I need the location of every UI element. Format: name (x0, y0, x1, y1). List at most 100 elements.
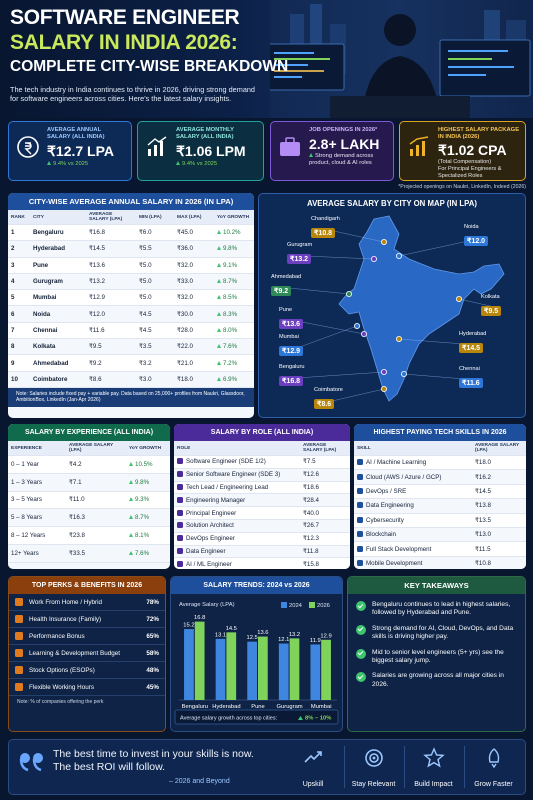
footer-item: Stay Relevant (344, 746, 402, 788)
data-label: 13.1 (215, 632, 226, 638)
table-cell: ₹45.0 (174, 229, 214, 236)
footer-icon (422, 747, 445, 768)
footer-label: Stay Relevant (351, 781, 396, 788)
table-cell: Tech Lead / Engineering Lead (174, 483, 300, 491)
cell-text: Chennai (33, 326, 58, 334)
table-cell: ₹18.0 (174, 376, 214, 383)
stat-label: AVERAGE ANNUAL SALARY (ALL INDIA) (47, 127, 105, 140)
perk-icon (15, 632, 23, 640)
city-table: CITY-WISE AVERAGE ANNUAL SALARY IN 2026 … (8, 193, 254, 418)
city-value: ₹10.8 (311, 228, 336, 238)
table-cell: 9 (8, 360, 30, 367)
cell-text: ₹8.6 (89, 375, 102, 383)
table-cell: ₹18.0 (472, 459, 526, 466)
column-header: MIN (LPA) (139, 214, 162, 220)
footer-icon (304, 751, 322, 763)
table-cell: 2 (8, 245, 30, 252)
city-dot (354, 322, 361, 329)
row-icon (177, 496, 183, 503)
table-row: AI / ML Engineer ₹15.8 (174, 558, 350, 569)
cell-text: 7 (11, 326, 15, 334)
cell-text: 6 (11, 310, 15, 318)
table-row: 1 Bengaluru ₹16.8 ₹6.0 ₹45.0 10.2% (8, 225, 254, 242)
perk-value: 48% (146, 666, 159, 674)
cell-text: 0 – 1 Year (11, 460, 39, 468)
table-row: Principal Engineer ₹40.0 (174, 507, 350, 520)
city-value: ₹12.9 (279, 346, 304, 356)
legend-swatch (281, 602, 287, 608)
map-panel: AVERAGE SALARY BY CITY ON MAP (IN LPA) C… (258, 193, 526, 418)
cell-text: ₹18.0 (475, 459, 491, 467)
cell-text: 9 (11, 359, 15, 367)
takeaways-panel: KEY TAKEAWAYS Bengaluru continues to lea… (347, 576, 526, 732)
table-row: Data Engineering ₹13.8 (354, 499, 526, 514)
cell-text: ₹33.5 (69, 549, 85, 557)
takeaway-text: Strong demand for AI, Cloud, DevOps, and… (372, 624, 514, 641)
perk-name: Work From Home / Hybrid (29, 598, 103, 606)
table: ROLE AVERAGE SALARY (LPA) Software Enginee… (174, 441, 350, 569)
trend-panel: SALARY TRENDS: 2024 vs 2026 Average Sala… (170, 576, 343, 732)
perk-name: Performance Bonus (29, 632, 85, 640)
table-cell: 9.3% (126, 496, 170, 503)
table-cell: Solution Architect (174, 522, 300, 529)
data-label: 12.9 (320, 633, 331, 639)
panel-title: HIGHEST PAYING TECH SKILLS IN 2026 (354, 424, 526, 441)
cell-text: 8.3% (223, 310, 238, 318)
table-cell: 6.9% (214, 376, 254, 383)
perk-icon (15, 649, 23, 657)
city-dot (400, 370, 407, 377)
perks-panel: TOP PERKS & BENEFITS IN 2026 Work From H… (8, 576, 166, 732)
cell-text: ₹14.5 (475, 487, 491, 495)
up-arrow (129, 497, 133, 502)
cell-text: ₹12.9 (89, 294, 105, 302)
table-cell: ₹16.2 (472, 474, 526, 481)
table-row: Mobile Development ₹10.8 (354, 556, 526, 569)
table-row: Solution Architect ₹26.7 (174, 519, 350, 533)
column-header: ROLE (177, 445, 191, 451)
cell-text: ₹12.0 (89, 310, 105, 318)
table-row: Senior Software Engineer (SDE 3) ₹12.6 (174, 468, 350, 482)
perk-note: Note: % of companies offering the perk (17, 699, 104, 705)
row-icon (357, 473, 363, 480)
legend-label: 2024 (289, 603, 303, 609)
city-value: ₹9.2 (271, 286, 292, 296)
cell-text: Blockchain (366, 531, 396, 539)
city-value: ₹13.2 (287, 254, 312, 264)
table-row: Engineering Manager ₹28.4 (174, 494, 350, 508)
cell-text: ₹5.0 (139, 261, 152, 269)
takeaway: Salaries are growing across all major ci… (348, 668, 525, 692)
stat-value: ₹12.7 LPA (47, 143, 115, 159)
cell-text: ₹32.0 (177, 261, 193, 269)
perk-icon (15, 666, 23, 674)
cell-text: 10 (11, 375, 18, 383)
cell-text: Principal Engineer (186, 509, 237, 517)
table-cell: ₹30.0 (174, 311, 214, 318)
footer-label: Build Impact (414, 781, 453, 788)
table-cell: AI / ML Engineer (174, 560, 300, 568)
stat-note-text: 9.4% vs 2025 (53, 161, 89, 167)
cell-text: 5 – 8 Years (11, 514, 42, 522)
data-label: 13.2 (289, 632, 300, 638)
perk-value: 72% (146, 615, 159, 623)
cell-text: ₹40.0 (303, 509, 319, 517)
cell-text: ₹5.5 (139, 245, 152, 253)
table-row: 10 Coimbatore ₹8.6 ₹3.0 ₹18.0 6.9% (8, 371, 254, 388)
cell-text: ₹36.0 (177, 245, 193, 253)
icon (17, 136, 39, 158)
map-label: Chandigarh ₹10.8 (311, 216, 340, 240)
perk-value: 45% (146, 683, 159, 691)
table-cell: Engineering Manager (174, 496, 300, 504)
cell-text: ₹9.2 (89, 359, 102, 367)
data-label: 11.9 (310, 638, 321, 644)
table-cell: ₹5.0 (136, 294, 174, 301)
up-arrow (298, 716, 303, 720)
cell-text: ₹28.4 (303, 496, 319, 504)
cell-text: ₹26.7 (303, 522, 319, 530)
takeaway: Mid to senior level engineers (5+ yrs) s… (348, 645, 525, 669)
city-dot (381, 239, 388, 246)
leader-line (328, 229, 385, 243)
table-cell: ₹12.9 (86, 294, 136, 301)
up-arrow (129, 515, 133, 520)
cell-text: ₹32.0 (177, 294, 193, 302)
